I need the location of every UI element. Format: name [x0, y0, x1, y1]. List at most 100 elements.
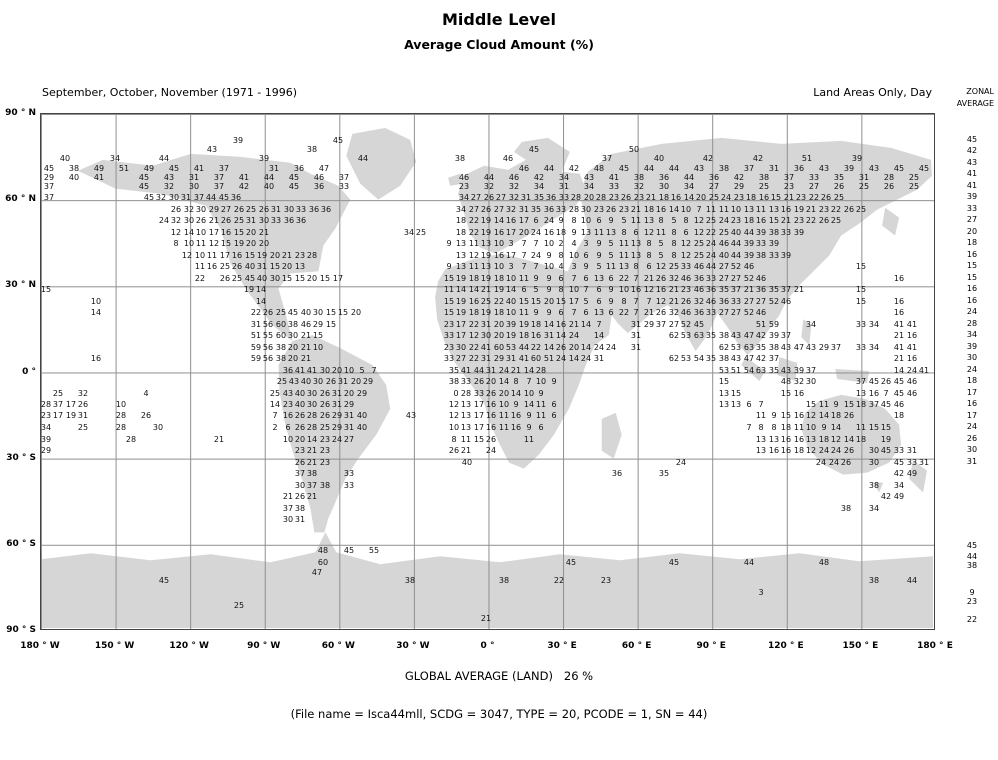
cloud-amount-value: 20 [518, 228, 530, 237]
cloud-amount-value: 17 [505, 251, 517, 260]
cloud-amount-value: 21 [306, 458, 318, 467]
cloud-amount-value: 13 [630, 239, 642, 248]
cloud-amount-value: 11 [443, 285, 455, 294]
cloud-amount-value: 26 [883, 182, 895, 191]
cloud-amount-value: 37 [743, 164, 755, 173]
cloud-amount-value: 19 [480, 216, 492, 225]
cloud-amount-value: 20 [343, 389, 355, 398]
zonal-average-value: 41 [966, 169, 978, 178]
cloud-amount-value: 44 [483, 173, 495, 182]
cloud-amount-value: 16 [90, 354, 102, 363]
cloud-amount-value: 12 [655, 262, 667, 271]
cloud-amount-value: 25 [708, 193, 720, 202]
cloud-amount-value: 37 [730, 285, 742, 294]
cloud-amount-value: 16 [868, 389, 880, 398]
cloud-amount-value: 9 [596, 251, 602, 260]
cloud-amount-value: 11 [818, 400, 830, 409]
cloud-amount-value: 31 [520, 193, 532, 202]
cloud-amount-value: 39 [768, 239, 780, 248]
cloud-amount-value: 40 [653, 154, 665, 163]
cloud-amount-value: 20 [695, 193, 707, 202]
cloud-amount-value: 38 [633, 173, 645, 182]
cloud-amount-value: 24 [815, 458, 827, 467]
cloud-amount-value: 56 [262, 354, 274, 363]
cloud-amount-value: 32 [508, 193, 520, 202]
cloud-amount-value: 11 [705, 205, 717, 214]
cloud-amount-value: 33 [270, 216, 282, 225]
cloud-amount-value: 31 [558, 182, 570, 191]
cloud-amount-value: 9 [833, 400, 839, 409]
cloud-amount-value: 11 [593, 228, 605, 237]
cloud-amount-value: 26 [325, 377, 337, 386]
cloud-amount-value: 18 [493, 274, 505, 283]
cloud-amount-value: 13 [593, 274, 605, 283]
cloud-amount-value: 15 [518, 297, 530, 306]
zonal-average-value: 26 [966, 434, 978, 443]
cloud-amount-value: 28 [568, 205, 580, 214]
cloud-amount-value: 9 [821, 423, 827, 432]
cloud-amount-value: 12 [468, 331, 480, 340]
cloud-amount-value: 45 [343, 546, 355, 555]
cloud-amount-value: 45 [528, 145, 540, 154]
cloud-amount-value: 6 [608, 274, 614, 283]
cloud-amount-value: 28 [460, 389, 472, 398]
cloud-amount-value: 18 [518, 331, 530, 340]
cloud-amount-value: 16 [793, 389, 805, 398]
cloud-amount-value: 12 [693, 216, 705, 225]
cloud-amount-value: 13 [755, 446, 767, 455]
cloud-amount-value: 37 [294, 469, 306, 478]
cloud-amount-value: 12 [693, 228, 705, 237]
cloud-amount-value: 38 [306, 145, 318, 154]
cloud-amount-value: 8 [621, 228, 627, 237]
cloud-amount-value: 8 [671, 239, 677, 248]
cloud-amount-value: 21 [306, 492, 318, 501]
cloud-amount-value: 21 [480, 614, 492, 623]
cloud-amount-value: 16 [282, 411, 294, 420]
cloud-amount-value: 39 [793, 366, 805, 375]
cloud-amount-value: 33 [343, 481, 355, 490]
cloud-amount-value: 46 [458, 173, 470, 182]
cloud-amount-value: 23 [40, 411, 52, 420]
cloud-amount-value: 15 [325, 320, 337, 329]
cloud-amount-value: 19 [243, 285, 255, 294]
cloud-amount-value: 13 [460, 400, 472, 409]
latitude-tick-label: 60 ° S [6, 538, 36, 549]
longitude-tick-label: 60 ° E [621, 641, 652, 651]
cloud-amount-value: 9 [513, 400, 519, 409]
cloud-amount-value: 34 [893, 481, 905, 490]
cloud-amount-value: 38 [768, 228, 780, 237]
cloud-amount-value: 30 [195, 205, 207, 214]
cloud-amount-value: 20 [493, 320, 505, 329]
cloud-amount-value: 24 [568, 331, 580, 340]
cloud-amount-value: 11 [618, 251, 630, 260]
cloud-amount-value: 36 [693, 274, 705, 283]
cloud-amount-value: 28 [306, 411, 318, 420]
cloud-amount-value: 12 [830, 435, 842, 444]
cloud-amount-value: 35 [705, 354, 717, 363]
cloud-amount-value: 47 [318, 164, 330, 173]
cloud-amount-value: 12 [170, 228, 182, 237]
cloud-amount-value: 41 [238, 173, 250, 182]
world-map-panel: 39 45 43 38 45 50 40 34 44 39 44 38 46 37 40 42 42 51 39 45… [40, 113, 935, 630]
cloud-amount-value: 42 [880, 492, 892, 501]
cloud-amount-value: 46 [755, 308, 767, 317]
cloud-amount-value: 17 [455, 331, 467, 340]
cloud-amount-value: 13 [643, 216, 655, 225]
cloud-amount-value: 31 [906, 446, 918, 455]
cloud-amount-value: 34 [533, 182, 545, 191]
cloud-amount-value: 22 [553, 576, 565, 585]
cloud-amount-value: 22 [830, 205, 842, 214]
cloud-amount-value: 44 [518, 343, 530, 352]
cloud-amount-value: 7 [526, 377, 532, 386]
cloud-amount-value: 45 [168, 164, 180, 173]
cloud-amount-value: 7 [571, 308, 577, 317]
cloud-amount-value: 51 [250, 331, 262, 340]
cloud-amount-value: 37 [780, 331, 792, 340]
cloud-amount-value: 15 [233, 228, 245, 237]
cloud-amount-value: 24 [828, 458, 840, 467]
cloud-amount-value: 5 [671, 216, 677, 225]
cloud-amount-value: 20 [568, 343, 580, 352]
cloud-amount-value: 33 [906, 458, 918, 467]
cloud-amount-value: 34 [868, 320, 880, 329]
cloud-amount-value: 16 [468, 297, 480, 306]
